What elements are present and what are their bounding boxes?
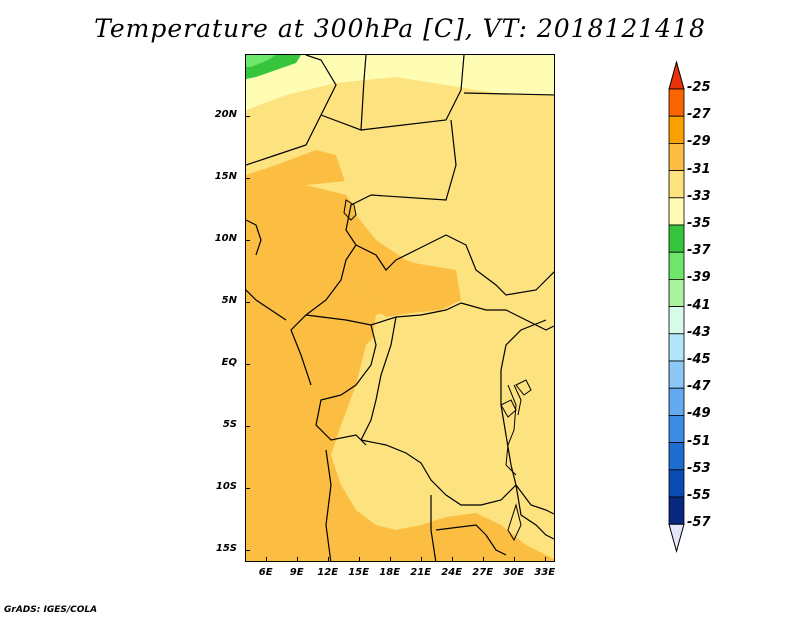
colorbar-label: -29 xyxy=(687,134,711,150)
chart-title: Temperature at 300hPa [C], VT: 201812141… xyxy=(94,14,706,43)
band-33-south xyxy=(358,435,554,559)
lat-tick xyxy=(245,177,250,179)
lat-tick xyxy=(245,239,250,241)
colorbar-segment xyxy=(668,224,685,253)
lon-tick xyxy=(451,557,453,562)
lon-label: 21E xyxy=(410,567,432,578)
lon-label: 27E xyxy=(472,567,494,578)
colorbar-segment xyxy=(668,442,685,471)
band-33-north xyxy=(306,180,554,320)
lat-label: EQ xyxy=(221,356,237,368)
lon-label: 30E xyxy=(503,567,525,578)
colorbar-label: -31 xyxy=(687,161,711,177)
lat-label: 10N xyxy=(214,232,237,244)
grads-credit: GrADS: IGES/COLA xyxy=(4,605,98,615)
lat-label: 20N xyxy=(214,108,237,120)
colorbar-segment xyxy=(668,251,685,280)
colorbar-segment xyxy=(668,142,685,171)
colorbar-label: -35 xyxy=(687,216,711,231)
colorbar-label: -39 xyxy=(687,270,711,286)
colorbar-segment xyxy=(668,115,685,144)
colorbar-label: -47 xyxy=(687,379,711,395)
band-35 xyxy=(246,55,554,110)
lon-tick xyxy=(482,557,484,562)
colorbar-bottom-arrow xyxy=(668,523,685,554)
lon-label: 12E xyxy=(317,567,339,578)
colorbar-label: -53 xyxy=(687,460,711,476)
country-borders xyxy=(246,55,554,561)
colorbar-segment xyxy=(668,469,685,498)
lat-tick xyxy=(245,363,250,365)
lon-tick xyxy=(296,557,298,562)
band-31-belt xyxy=(356,245,461,317)
lat-tick xyxy=(245,549,250,551)
lat-tick xyxy=(245,425,250,427)
colorbar-label: -55 xyxy=(687,488,711,503)
colorbar-segment xyxy=(668,360,685,389)
lat-tick xyxy=(245,301,250,303)
lat-tick xyxy=(245,115,250,117)
colorbar-label: -33 xyxy=(687,188,711,204)
lon-tick xyxy=(389,557,391,562)
band-39 xyxy=(246,55,276,67)
colorbar-segment xyxy=(668,170,685,199)
colorbar-segment xyxy=(668,278,685,307)
colorbar-label: -51 xyxy=(687,433,711,449)
band-31-west xyxy=(246,150,554,561)
colorbar-label: -49 xyxy=(687,406,711,422)
lon-label: 33E xyxy=(534,567,556,578)
lat-label: 5S xyxy=(222,418,237,430)
colorbar-segment xyxy=(668,88,685,117)
lon-tick xyxy=(327,557,329,562)
colorbar-segment xyxy=(668,414,685,443)
lon-label: 24E xyxy=(441,567,463,578)
colorbar-label: -41 xyxy=(687,297,711,313)
lon-tick xyxy=(544,557,546,562)
lon-label: 9E xyxy=(289,567,304,578)
temperature-map xyxy=(246,55,554,561)
colorbar-segment xyxy=(668,387,685,416)
lon-tick xyxy=(358,557,360,562)
colorbar-segment xyxy=(668,197,685,226)
lat-label: 5N xyxy=(221,294,237,306)
colorbar-segment xyxy=(668,306,685,335)
colorbar-segment xyxy=(668,333,685,362)
colorbar-label: -45 xyxy=(687,352,711,367)
colorbar-top-arrow xyxy=(668,60,685,90)
colorbar-label: -27 xyxy=(687,107,711,123)
lat-label: 15N xyxy=(214,170,237,182)
lat-label: 15S xyxy=(215,542,237,554)
colorbar-segment xyxy=(668,496,685,525)
lon-tick xyxy=(265,557,267,562)
colorbar-label: -57 xyxy=(687,515,711,531)
lat-label: 10S xyxy=(215,480,237,492)
lat-tick xyxy=(245,487,250,489)
colorbar-label: -37 xyxy=(687,243,711,259)
lon-tick xyxy=(513,557,515,562)
lon-label: 18E xyxy=(379,567,401,578)
colorbar-label: -43 xyxy=(687,324,711,340)
map-panel xyxy=(245,54,555,562)
lon-tick xyxy=(420,557,422,562)
lon-label: 15E xyxy=(348,567,370,578)
lon-label: 6E xyxy=(258,567,273,578)
colorbar-label: -25 xyxy=(687,80,711,95)
lakes xyxy=(343,199,532,542)
band-33-central xyxy=(366,300,554,524)
